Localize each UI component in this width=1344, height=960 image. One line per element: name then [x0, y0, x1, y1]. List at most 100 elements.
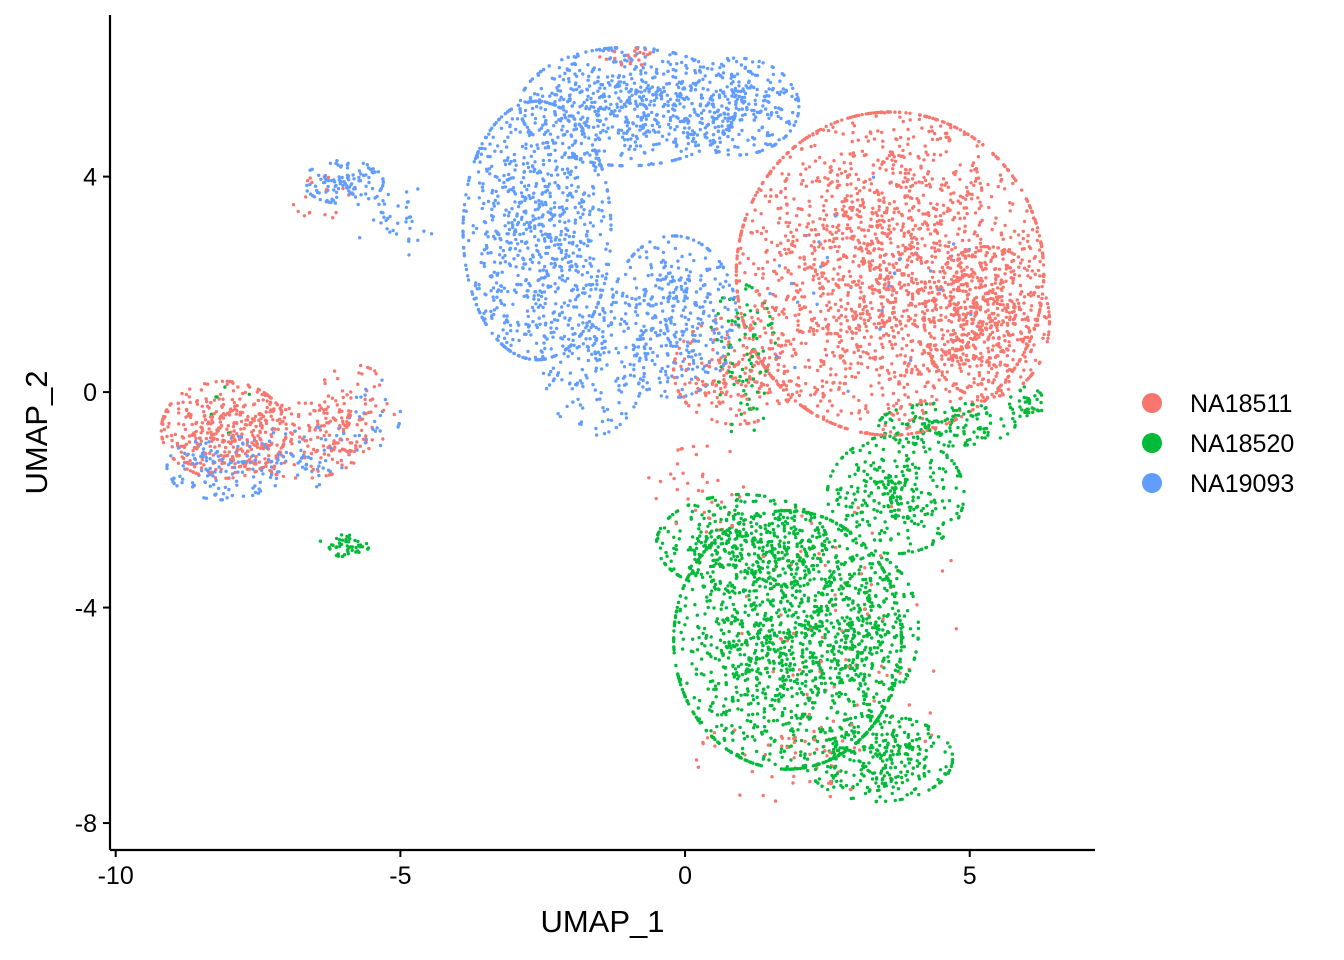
data-point-na19093	[635, 303, 639, 307]
data-point-na18511	[764, 229, 769, 234]
data-point-na18520	[751, 698, 756, 702]
data-point-na19093	[496, 338, 500, 342]
data-point-na19093	[624, 416, 629, 420]
data-point-na18511	[951, 313, 956, 318]
data-point-na19093	[505, 120, 509, 125]
data-point-na18520	[916, 626, 921, 631]
data-point-na19093	[377, 202, 381, 206]
data-point-na18511	[1011, 202, 1015, 206]
data-point-na18520	[773, 762, 777, 766]
data-point-na18520	[756, 636, 761, 641]
data-point-na18520	[790, 686, 794, 690]
data-point-na19093	[266, 457, 271, 462]
data-point-na19093	[652, 47, 656, 51]
data-point-na18511	[1027, 339, 1032, 343]
data-point-na19093	[720, 124, 724, 128]
data-point-na18520	[862, 748, 866, 752]
data-point-na19093	[585, 87, 589, 91]
data-point-na19093	[723, 94, 727, 99]
data-point-na19093	[618, 422, 622, 427]
data-point-na18511	[721, 400, 725, 404]
data-point-na18511	[852, 234, 856, 238]
data-point-na18511	[919, 164, 923, 168]
data-point-na18511	[1003, 223, 1007, 228]
data-point-na19093	[572, 230, 576, 234]
data-point-na19093	[707, 359, 712, 364]
data-point-na19093	[498, 253, 502, 257]
data-point-na18520	[988, 421, 993, 425]
data-point-na18511	[782, 312, 786, 316]
data-point-na18511	[179, 444, 184, 448]
data-point-na18511	[885, 673, 889, 678]
data-point-na18520	[755, 612, 760, 616]
data-point-na18520	[961, 502, 965, 506]
data-point-na18520	[863, 682, 867, 686]
data-point-na19093	[771, 72, 775, 77]
data-point-na18511	[769, 194, 773, 198]
data-point-na18511	[795, 383, 799, 387]
data-point-na18520	[818, 643, 823, 647]
data-point-na18511	[759, 231, 764, 236]
data-point-na18520	[1025, 414, 1029, 418]
data-point-na19093	[567, 155, 571, 160]
data-point-na18520	[799, 738, 804, 743]
data-point-na19093	[562, 352, 566, 356]
data-point-na19093	[297, 440, 302, 444]
data-point-na18511	[747, 336, 751, 341]
data-point-na18511	[984, 276, 988, 280]
data-point-na18520	[847, 658, 851, 662]
data-point-na19093	[603, 346, 607, 350]
data-point-na18511	[755, 308, 759, 312]
data-point-na19093	[634, 286, 639, 290]
data-point-na18511	[899, 154, 903, 158]
data-point-na18511	[971, 299, 976, 303]
data-point-na19093	[502, 336, 507, 340]
data-point-na18511	[814, 179, 819, 183]
data-point-na18520	[804, 659, 808, 663]
data-point-na19093	[520, 194, 525, 199]
data-point-na18511	[965, 193, 969, 197]
data-point-na19093	[712, 105, 716, 109]
data-point-na18520	[922, 445, 926, 449]
data-point-na19093	[550, 91, 554, 95]
data-point-na18520	[906, 422, 910, 426]
data-point-na18520	[749, 361, 753, 366]
data-point-na18511	[910, 240, 914, 244]
data-point-na18511	[845, 236, 849, 240]
data-point-na18511	[927, 266, 931, 270]
data-point-na18511	[903, 176, 907, 180]
data-point-na19093	[511, 302, 515, 306]
data-point-na18520	[772, 531, 776, 535]
data-point-na19093	[602, 351, 606, 355]
data-point-na18511	[739, 383, 744, 387]
data-point-na18511	[1025, 209, 1029, 213]
data-point-na18520	[760, 648, 764, 653]
data-point-na18511	[946, 185, 951, 189]
data-point-na19093	[509, 130, 513, 135]
data-point-na18520	[772, 667, 776, 671]
data-point-na18520	[823, 577, 827, 582]
data-point-na19093	[525, 125, 529, 129]
data-point-na19093	[486, 199, 491, 204]
data-point-na19093	[191, 453, 195, 457]
data-point-na18511	[724, 421, 728, 426]
data-point-na18520	[945, 455, 949, 460]
data-point-na19093	[542, 341, 546, 345]
data-point-na18511	[758, 334, 762, 339]
data-point-na18511	[763, 373, 767, 377]
data-point-na19093	[770, 133, 775, 137]
data-point-na19093	[493, 149, 497, 153]
data-point-na19093	[483, 147, 487, 151]
data-point-na18511	[961, 352, 965, 356]
data-point-na18511	[907, 703, 911, 707]
data-point-na18511	[964, 322, 969, 326]
data-point-na19093	[598, 86, 602, 90]
data-point-na18520	[699, 572, 704, 576]
data-point-na18520	[899, 648, 903, 653]
data-point-na19093	[552, 318, 557, 322]
data-point-na19093	[304, 463, 308, 467]
data-point-na19093	[625, 124, 629, 128]
data-point-na18511	[877, 373, 882, 377]
data-point-na19093	[649, 65, 653, 69]
data-point-na19093	[570, 326, 574, 331]
